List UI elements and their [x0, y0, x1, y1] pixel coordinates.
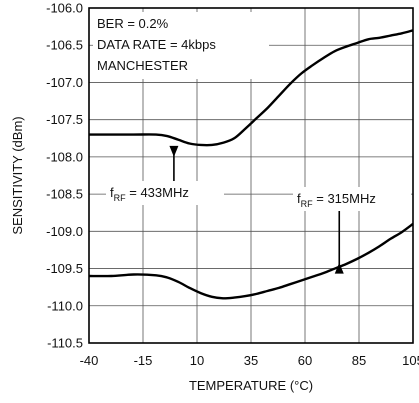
y-tick-label: -107.5 — [46, 112, 83, 127]
y-tick-label: -108.0 — [46, 149, 83, 164]
x-tick-label: -40 — [80, 353, 99, 368]
condition-note: MANCHESTER — [97, 58, 188, 73]
label-315mhz: fRF = 315MHz — [293, 187, 411, 211]
y-tick-labels: -106.0 -106.5 -107.0 -107.5 -108.0 -108.5 -109… — [46, 1, 83, 351]
label-433mhz: fRF = 433MHz — [106, 181, 224, 205]
series-label: fRF = 433MHz — [110, 185, 189, 203]
y-tick-label: -106.5 — [46, 38, 83, 53]
y-tick-label: -109.0 — [46, 224, 83, 239]
y-tick-label: -109.5 — [46, 261, 83, 276]
condition-note: BER = 0.2% — [97, 16, 169, 31]
x-tick-label: 35 — [244, 353, 258, 368]
plot-frame — [88, 7, 414, 344]
y-tick-label: -107.0 — [46, 75, 83, 90]
label-background — [106, 181, 224, 205]
arrow-433mhz-head — [169, 145, 179, 157]
x-tick-label: 105 — [402, 353, 419, 368]
series-line-315mhz — [88, 222, 414, 300]
y-tick-label: -108.5 — [46, 187, 83, 202]
y-tick-label: -110.0 — [47, 298, 83, 313]
notes-background — [93, 12, 269, 79]
x-tick-label: 10 — [190, 353, 204, 368]
y-tick-label: -106.0 — [46, 1, 83, 16]
series-line-433mhz — [88, 29, 414, 147]
x-tick-label: -15 — [134, 353, 153, 368]
x-tick-labels: -40 -15 10 35 60 85 105 — [80, 353, 419, 368]
y-axis-title: SENSITIVITY (dBm) — [10, 116, 25, 234]
x-tick-label: 60 — [298, 353, 312, 368]
x-axis-title: TEMPERATURE (°C) — [189, 378, 313, 393]
y-tick-label: -110.5 — [47, 336, 83, 351]
arrow-315mhz-head — [334, 262, 344, 274]
data-series — [88, 29, 414, 300]
annotations: BER = 0.2% DATA RATE = 4kbps MANCHESTER fRF… — [93, 12, 411, 274]
series-label: fRF = 315MHz — [297, 191, 376, 209]
label-background — [293, 187, 411, 211]
x-tick-label: 85 — [352, 353, 366, 368]
condition-note: DATA RATE = 4kbps — [97, 37, 216, 52]
